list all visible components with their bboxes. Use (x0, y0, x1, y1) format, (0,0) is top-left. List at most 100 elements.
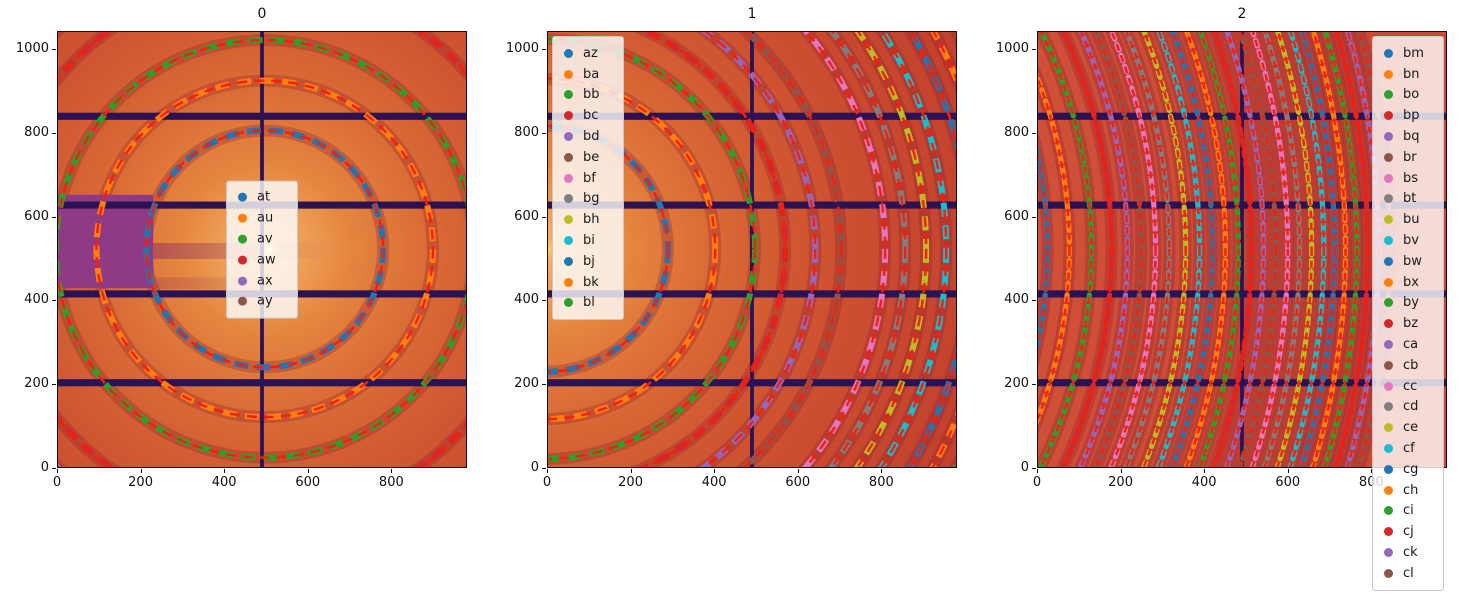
legend-label: bz (1403, 316, 1419, 332)
legend-marker-icon (1384, 444, 1393, 454)
legend-label: bt (1403, 191, 1417, 207)
legend-item: bp (1380, 105, 1435, 126)
legend-item: bd (560, 126, 615, 147)
legend-item: bg (560, 189, 615, 210)
legend-label: cg (1403, 461, 1419, 477)
legend-marker-icon (1384, 132, 1393, 142)
legend-marker-icon (1384, 277, 1393, 287)
y-tick-label: 800 (514, 125, 539, 141)
legend-item: bk (560, 272, 615, 293)
legend-label: ck (1403, 545, 1418, 561)
legend-item: ci (1380, 501, 1435, 522)
legend-label: bi (583, 233, 595, 249)
y-tick-label: 1000 (505, 41, 539, 57)
legend-item: ba (560, 64, 615, 85)
legend-marker-icon (1384, 402, 1393, 412)
legend-marker-icon (564, 277, 573, 287)
legend-item: bi (560, 230, 615, 251)
legend-item: cl (1380, 563, 1435, 584)
legend-0: at au av aw ax ay (226, 180, 298, 319)
legend-marker-icon (564, 298, 573, 308)
legend-item: bw (1380, 251, 1435, 272)
x-tick-label: 400 (211, 475, 237, 490)
y-tick-mark (542, 49, 546, 51)
legend-item: bz (1380, 313, 1435, 334)
legend-label: bu (1403, 212, 1420, 228)
legend-label: cf (1403, 441, 1415, 457)
legend-item: at (234, 187, 289, 208)
legend-item: ay (234, 291, 289, 312)
legend-marker-icon (1384, 360, 1393, 370)
legend-item: be (560, 147, 615, 168)
x-tick-mark (797, 469, 799, 473)
legend-marker-icon (564, 194, 573, 204)
x-tick-label: 0 (52, 475, 62, 490)
y-tick-label: 0 (530, 460, 539, 476)
legend-item: bq (1380, 126, 1435, 147)
y-tick-mark (52, 132, 56, 134)
y-tick-label: 600 (514, 208, 539, 224)
legend-item: cg (1380, 459, 1435, 480)
y-tick-label: 200 (1004, 376, 1029, 392)
y-tick-label: 200 (24, 376, 49, 392)
legend-marker-icon (1384, 111, 1393, 121)
legend-marker-icon (564, 132, 573, 142)
legend-marker-icon (1384, 236, 1393, 246)
x-tick-mark (57, 469, 58, 473)
legend-marker-icon (1384, 485, 1393, 495)
y-tick-label: 0 (1020, 460, 1029, 476)
subplot-title-2: 2 (1237, 6, 1247, 22)
legend-item: bs (1380, 168, 1435, 189)
x-tick-mark (714, 469, 716, 473)
subplot-0: 0 0 200 400 600 800 0 200 400 600 800 1000 at au av aw a… (16, 6, 467, 490)
x-tick-label: 800 (868, 475, 894, 490)
legend-item: cj (1380, 521, 1435, 542)
x-tick-label: 400 (701, 475, 727, 490)
legend-marker-icon (1384, 340, 1393, 350)
legend-marker-icon (564, 215, 573, 225)
legend-marker-icon (564, 256, 573, 266)
legend-label: bj (583, 253, 595, 269)
y-tick-label: 200 (514, 376, 539, 392)
legend-label: bh (583, 212, 600, 228)
legend-label: br (1403, 149, 1417, 165)
legend-item: cb (1380, 355, 1435, 376)
legend-label: bs (1403, 170, 1419, 186)
x-tick-label: 600 (1275, 475, 1301, 490)
x-tick-mark (1204, 469, 1206, 473)
x-tick-mark (140, 469, 142, 473)
x-tick-mark (307, 469, 309, 473)
legend-marker-icon (1384, 527, 1393, 537)
legend-label: be (583, 149, 600, 165)
legend-marker-icon (1384, 464, 1393, 474)
legend-marker-icon (564, 111, 573, 121)
legend-label: at (257, 190, 271, 205)
legend-label: bo (1403, 87, 1420, 103)
legend-marker-icon (1384, 90, 1393, 100)
x-tick-label: 600 (785, 475, 811, 490)
legend-label: bm (1403, 45, 1424, 61)
legend-label: au (257, 210, 274, 226)
x-tick-label: 0 (542, 475, 552, 490)
legend-label: bw (1403, 253, 1422, 269)
legend-item: aw (234, 250, 289, 271)
legend-item: bn (1380, 64, 1435, 85)
subplot-1: 1 0 200 400 600 800 0 200 400 600 800 1000 az ba bb bc b… (506, 6, 957, 490)
y-tick-mark (1032, 384, 1036, 386)
legend-item: bj (560, 251, 615, 272)
y-tick-mark (52, 384, 56, 386)
legend-label: ci (1403, 503, 1414, 519)
legend-item: au (234, 208, 289, 229)
y-tick-mark (542, 132, 546, 134)
legend-label: cc (1403, 378, 1418, 394)
x-tick-label: 200 (1108, 475, 1133, 490)
legend-marker-icon (1384, 48, 1393, 58)
legend-marker-icon (1384, 194, 1393, 204)
legend-marker-icon (564, 48, 573, 58)
legend-item: bc (560, 105, 615, 126)
legend-marker-icon (1384, 381, 1393, 391)
y-tick-label: 600 (1004, 208, 1029, 224)
x-tick-mark (1120, 469, 1122, 473)
x-tick-mark (391, 469, 393, 473)
